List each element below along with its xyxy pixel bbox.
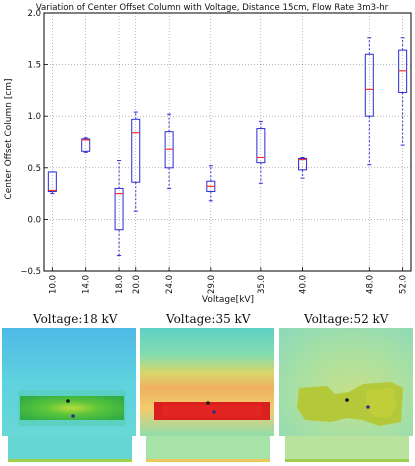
x-tick-label: 52.0	[399, 275, 409, 294]
y-tick-label: −0.5	[20, 267, 41, 277]
center-marker	[66, 399, 70, 403]
x-tick-label: 35.0	[257, 275, 267, 294]
heatmap-caption-52kv: Voltage:52 kV	[304, 312, 388, 326]
x-tick-label: 10.0	[48, 275, 58, 294]
offset-marker	[366, 405, 370, 409]
caption-unit: kV	[97, 312, 118, 326]
x-tick-label: 18.0	[115, 275, 125, 294]
y-tick-label: 2.0	[27, 9, 41, 19]
boxplot-chart: Variation of Center Offset Column with V…	[4, 3, 412, 305]
x-tick-label: 48.0	[365, 275, 375, 294]
heatmap-18kv	[2, 328, 136, 464]
box	[256, 128, 266, 164]
x-tick-label: 14.0	[82, 275, 92, 294]
box	[364, 53, 374, 117]
box	[298, 158, 308, 171]
caption-prefix: Voltage:	[304, 312, 354, 326]
heatmap-foot-strip	[8, 459, 132, 462]
center-marker	[206, 401, 210, 405]
caption-value: 35	[215, 312, 231, 326]
heatmap-52kv	[279, 328, 413, 464]
x-tick-label: 40.0	[299, 275, 309, 294]
x-axis-label: Voltage[kV]	[202, 295, 254, 305]
heatmap-foot	[146, 436, 270, 462]
x-tick-label: 29.0	[207, 275, 217, 294]
caption-prefix: Voltage:	[33, 312, 83, 326]
y-tick-label: 0.0	[27, 215, 41, 225]
heatmap-foot	[8, 436, 132, 462]
heatmap-35kv	[140, 328, 274, 464]
offset-marker	[212, 410, 216, 414]
caption-value: 52	[353, 312, 369, 326]
center-marker	[345, 398, 349, 402]
caption-prefix: Voltage:	[166, 312, 216, 326]
heatmap-foot-strip	[146, 459, 270, 462]
caption-value: 18	[82, 312, 98, 326]
chart-title: Variation of Center Offset Column with V…	[36, 3, 389, 13]
heatmap-foot	[285, 436, 409, 462]
heatmap-yellow-core	[365, 388, 397, 418]
offset-marker	[71, 414, 75, 418]
y-tick-label: 1.5	[27, 61, 41, 71]
caption-unit: kV	[230, 312, 251, 326]
box	[81, 138, 91, 152]
x-tick-label: 20.0	[132, 275, 142, 294]
box	[131, 118, 141, 183]
box	[114, 187, 124, 231]
y-tick-label: 0.5	[27, 164, 41, 174]
y-tick-label: 1.0	[27, 112, 41, 122]
plot-frame	[43, 12, 412, 272]
box	[47, 171, 57, 193]
heatmap-red-core	[162, 405, 262, 417]
caption-unit: kV	[368, 312, 389, 326]
heatmap-caption-18kv: Voltage:18 kV	[33, 312, 117, 326]
x-tick-label: 24.0	[165, 275, 175, 294]
heatmap-foot-strip	[285, 459, 409, 462]
heatmap-caption-35kv: Voltage:35 kV	[166, 312, 250, 326]
y-axis-label: Center Offset Column [cm]	[4, 78, 14, 199]
